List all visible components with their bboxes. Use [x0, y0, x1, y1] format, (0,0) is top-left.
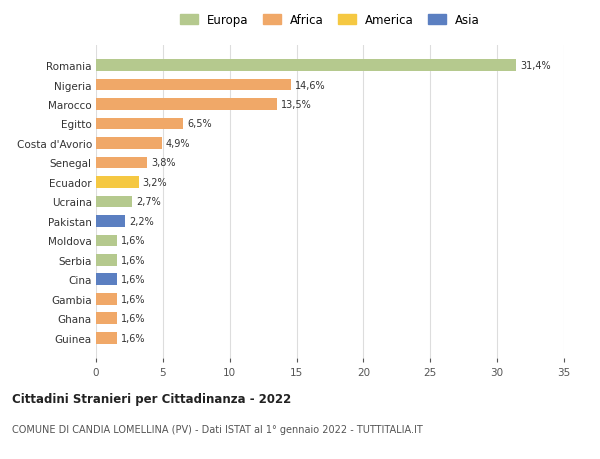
Bar: [96, 60, 516, 72]
Text: 13,5%: 13,5%: [281, 100, 311, 110]
Text: 1,6%: 1,6%: [121, 274, 146, 285]
Bar: [96, 293, 118, 305]
Text: 14,6%: 14,6%: [295, 80, 326, 90]
Text: 2,2%: 2,2%: [130, 216, 154, 226]
Text: 3,8%: 3,8%: [151, 158, 175, 168]
Bar: [96, 235, 118, 246]
Text: Cittadini Stranieri per Cittadinanza - 2022: Cittadini Stranieri per Cittadinanza - 2…: [12, 392, 291, 405]
Bar: [96, 157, 147, 169]
Bar: [96, 274, 118, 285]
Text: 1,6%: 1,6%: [121, 294, 146, 304]
Text: 1,6%: 1,6%: [121, 236, 146, 246]
Text: 31,4%: 31,4%: [520, 61, 550, 71]
Text: 1,6%: 1,6%: [121, 255, 146, 265]
Text: 6,5%: 6,5%: [187, 119, 212, 129]
Bar: [96, 79, 291, 91]
Text: 1,6%: 1,6%: [121, 313, 146, 324]
Bar: [96, 313, 118, 325]
Text: 3,2%: 3,2%: [143, 178, 167, 188]
Bar: [96, 118, 183, 130]
Bar: [96, 216, 125, 227]
Text: 1,6%: 1,6%: [121, 333, 146, 343]
Text: 4,9%: 4,9%: [166, 139, 190, 149]
Text: COMUNE DI CANDIA LOMELLINA (PV) - Dati ISTAT al 1° gennaio 2022 - TUTTITALIA.IT: COMUNE DI CANDIA LOMELLINA (PV) - Dati I…: [12, 425, 423, 435]
Bar: [96, 99, 277, 111]
Bar: [96, 254, 118, 266]
Bar: [96, 196, 132, 208]
Bar: [96, 177, 139, 188]
Text: 2,7%: 2,7%: [136, 197, 161, 207]
Legend: Europa, Africa, America, Asia: Europa, Africa, America, Asia: [176, 11, 484, 30]
Bar: [96, 138, 161, 150]
Bar: [96, 332, 118, 344]
